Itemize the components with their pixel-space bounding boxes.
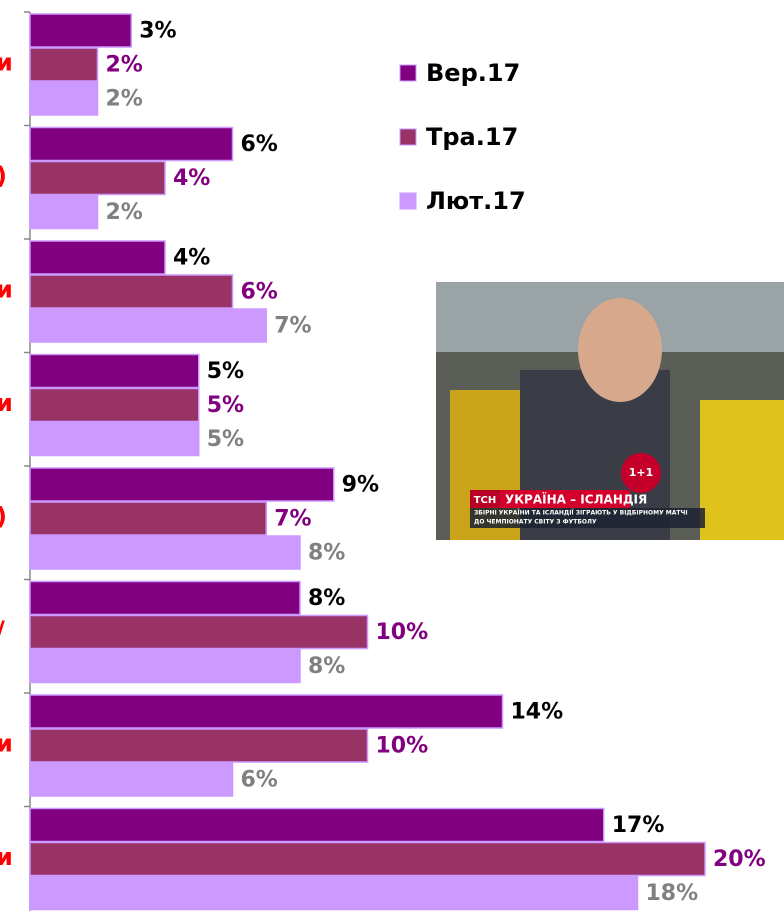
bar: [30, 695, 503, 728]
legend-swatch: [400, 129, 416, 145]
category-label: /: [0, 616, 5, 644]
bar: [30, 650, 300, 683]
value-label: 7%: [274, 507, 311, 532]
bar: [30, 763, 233, 796]
value-label: 4%: [173, 246, 210, 271]
bar: [30, 48, 98, 81]
value-label: 3%: [139, 19, 176, 44]
value-label: 8%: [308, 654, 345, 679]
bar: [30, 729, 368, 762]
photo-logo: 1+1: [629, 466, 654, 479]
value-label: 6%: [241, 280, 278, 305]
bar: [30, 843, 705, 876]
category-label: ): [0, 162, 7, 190]
photo-headline: УКРАЇНА – ІСЛАНДІЯ: [505, 492, 647, 507]
value-label: 6%: [241, 768, 278, 793]
bar: [30, 616, 368, 649]
legend-label: Вер.17: [426, 59, 520, 87]
category-label: и: [0, 389, 13, 417]
photo-caption: ДО ЧЕМПІОНАТУ СВІТУ З ФУТБОЛУ: [474, 519, 597, 526]
legend-swatch: [400, 193, 416, 209]
photo-face: [578, 298, 662, 402]
bar: [30, 162, 165, 195]
photo-fan: [700, 400, 784, 540]
value-label: 18%: [646, 881, 699, 906]
value-label: 10%: [376, 620, 429, 645]
photo-caption: ЗБІРНІ УКРАЇНИ ТА ІСЛАНДІЇ ЗІГРАЮТЬ У ВІ…: [474, 510, 688, 517]
value-label: 20%: [713, 847, 766, 872]
bar: [30, 82, 98, 115]
bar: [30, 275, 233, 308]
bar: [30, 14, 131, 47]
value-label: 8%: [308, 586, 345, 611]
value-label: 7%: [274, 314, 311, 339]
legend-label: Лют.17: [426, 187, 526, 215]
category-label: ): [0, 503, 7, 531]
value-label: 5%: [207, 393, 244, 418]
bar: [30, 389, 199, 422]
bar: [30, 468, 334, 501]
value-label: 5%: [207, 359, 244, 384]
value-label: 8%: [308, 541, 345, 566]
chart: и 3% 2% 2%) 6% 4% 2% и 4% 6% 7% и 5% 5% 5%) 9% 7% 8% / 8% 10…: [0, 0, 784, 911]
bar: [30, 309, 266, 342]
category-label: и: [0, 276, 13, 304]
legend-label: Тра.17: [426, 123, 518, 151]
value-label: 5%: [207, 427, 244, 452]
bar: [30, 877, 638, 910]
category-label: и: [0, 843, 13, 871]
page: и 3% 2% 2%) 6% 4% 2% и 4% 6% 7% и 5% 5% 5%) 9% 7% 8% / 8% 10…: [0, 0, 784, 911]
bar: [30, 355, 199, 388]
bar: [30, 809, 604, 842]
value-label: 14%: [511, 700, 564, 725]
photo-channel: ТСН: [474, 495, 497, 506]
bar: [30, 502, 266, 535]
bar: [30, 536, 300, 569]
value-label: 2%: [106, 53, 143, 78]
value-label: 4%: [173, 166, 210, 191]
legend-swatch: [400, 65, 416, 81]
bar: [30, 423, 199, 456]
bar: [30, 196, 98, 229]
value-label: 9%: [342, 473, 379, 498]
value-label: 2%: [106, 87, 143, 112]
value-label: 10%: [376, 734, 429, 759]
category-label: и: [0, 730, 13, 758]
bar: [30, 241, 165, 274]
bar: [30, 128, 233, 161]
value-label: 17%: [612, 813, 665, 838]
photo: 1+1 ТСН УКРАЇНА – ІСЛАНДІЯ ЗБІРНІ УКРАЇН…: [436, 282, 784, 540]
value-label: 2%: [106, 200, 143, 225]
value-label: 6%: [241, 132, 278, 157]
category-label: и: [0, 49, 13, 77]
bar: [30, 582, 300, 615]
